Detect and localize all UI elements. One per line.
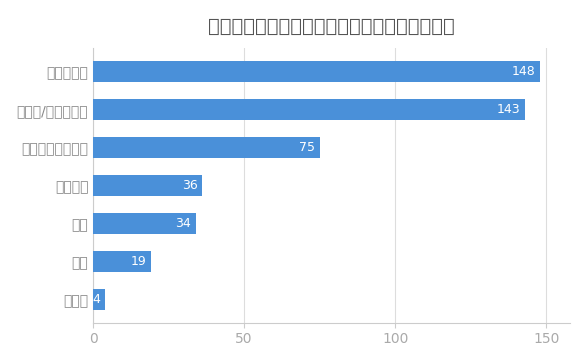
Bar xyxy=(93,175,202,196)
Title: 手帳デコでよく使うグッズを教えてください。: 手帳デコでよく使うグッズを教えてください。 xyxy=(208,17,455,36)
Text: 75: 75 xyxy=(299,141,315,154)
Text: 19: 19 xyxy=(130,255,146,268)
Text: 143: 143 xyxy=(497,103,521,116)
Text: 4: 4 xyxy=(93,293,101,306)
Bar xyxy=(93,213,196,234)
Text: 36: 36 xyxy=(181,179,197,192)
Bar xyxy=(93,137,320,158)
Bar xyxy=(93,289,105,310)
Text: 148: 148 xyxy=(512,65,535,78)
Bar xyxy=(93,61,540,82)
Bar xyxy=(93,99,525,120)
Bar xyxy=(93,251,150,272)
Text: 34: 34 xyxy=(176,217,191,230)
